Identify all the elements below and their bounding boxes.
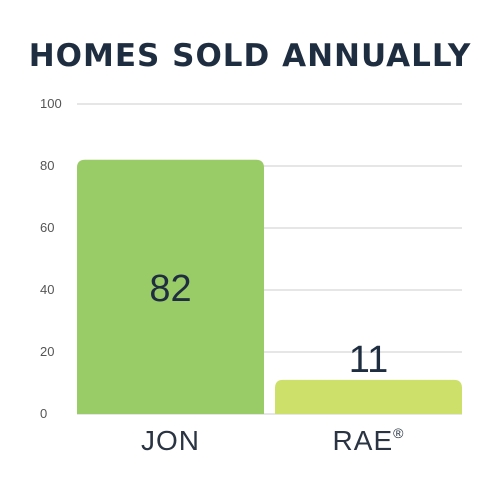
value-label-jon: 82 <box>149 268 191 310</box>
registered-mark: ® <box>393 425 404 441</box>
y-tick-label-40: 40 <box>40 282 54 297</box>
category-name-jon: JON <box>141 425 200 456</box>
y-tick-label-100: 100 <box>40 96 62 111</box>
category-name-rae: RAE <box>333 425 394 456</box>
value-label-rae: 11 <box>349 339 388 381</box>
y-tick-label-0: 0 <box>40 406 47 421</box>
bar-jon <box>77 159 264 414</box>
y-tick-label-80: 80 <box>40 158 54 173</box>
bar-rae <box>275 379 462 414</box>
category-label-rae: RAE® <box>333 425 405 456</box>
chart-title: HOMES SOLD ANNUALLY <box>28 38 472 74</box>
category-label-jon: JON <box>141 425 200 456</box>
y-tick-label-20: 20 <box>40 344 54 359</box>
y-tick-label-60: 60 <box>40 220 54 235</box>
